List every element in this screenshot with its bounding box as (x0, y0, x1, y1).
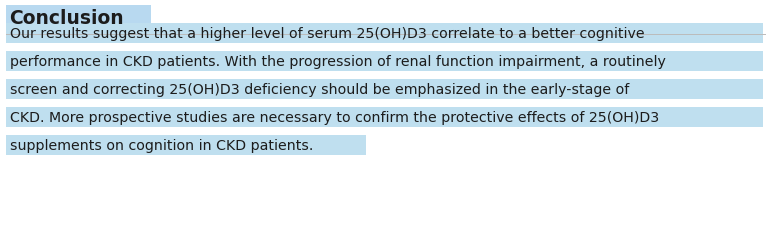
Text: Our results suggest that a higher level of serum 25(OH)D3 correlate to a better : Our results suggest that a higher level … (10, 27, 645, 41)
Text: performance in CKD patients. With the progression of renal function impairment, : performance in CKD patients. With the pr… (10, 55, 666, 69)
Bar (6, 52, 763, 72)
Text: CKD. More prospective studies are necessary to confirm the protective effects of: CKD. More prospective studies are necess… (10, 111, 659, 124)
Text: supplements on cognition in CKD patients.: supplements on cognition in CKD patients… (10, 138, 313, 152)
Text: Conclusion: Conclusion (9, 8, 123, 27)
Bar (6, 24, 763, 44)
Bar (6, 6, 151, 30)
Bar (6, 80, 763, 100)
Bar (6, 108, 763, 127)
Text: screen and correcting 25(OH)D3 deficiency should be emphasized in the early-stag: screen and correcting 25(OH)D3 deficienc… (10, 83, 629, 96)
Bar (6, 135, 366, 155)
